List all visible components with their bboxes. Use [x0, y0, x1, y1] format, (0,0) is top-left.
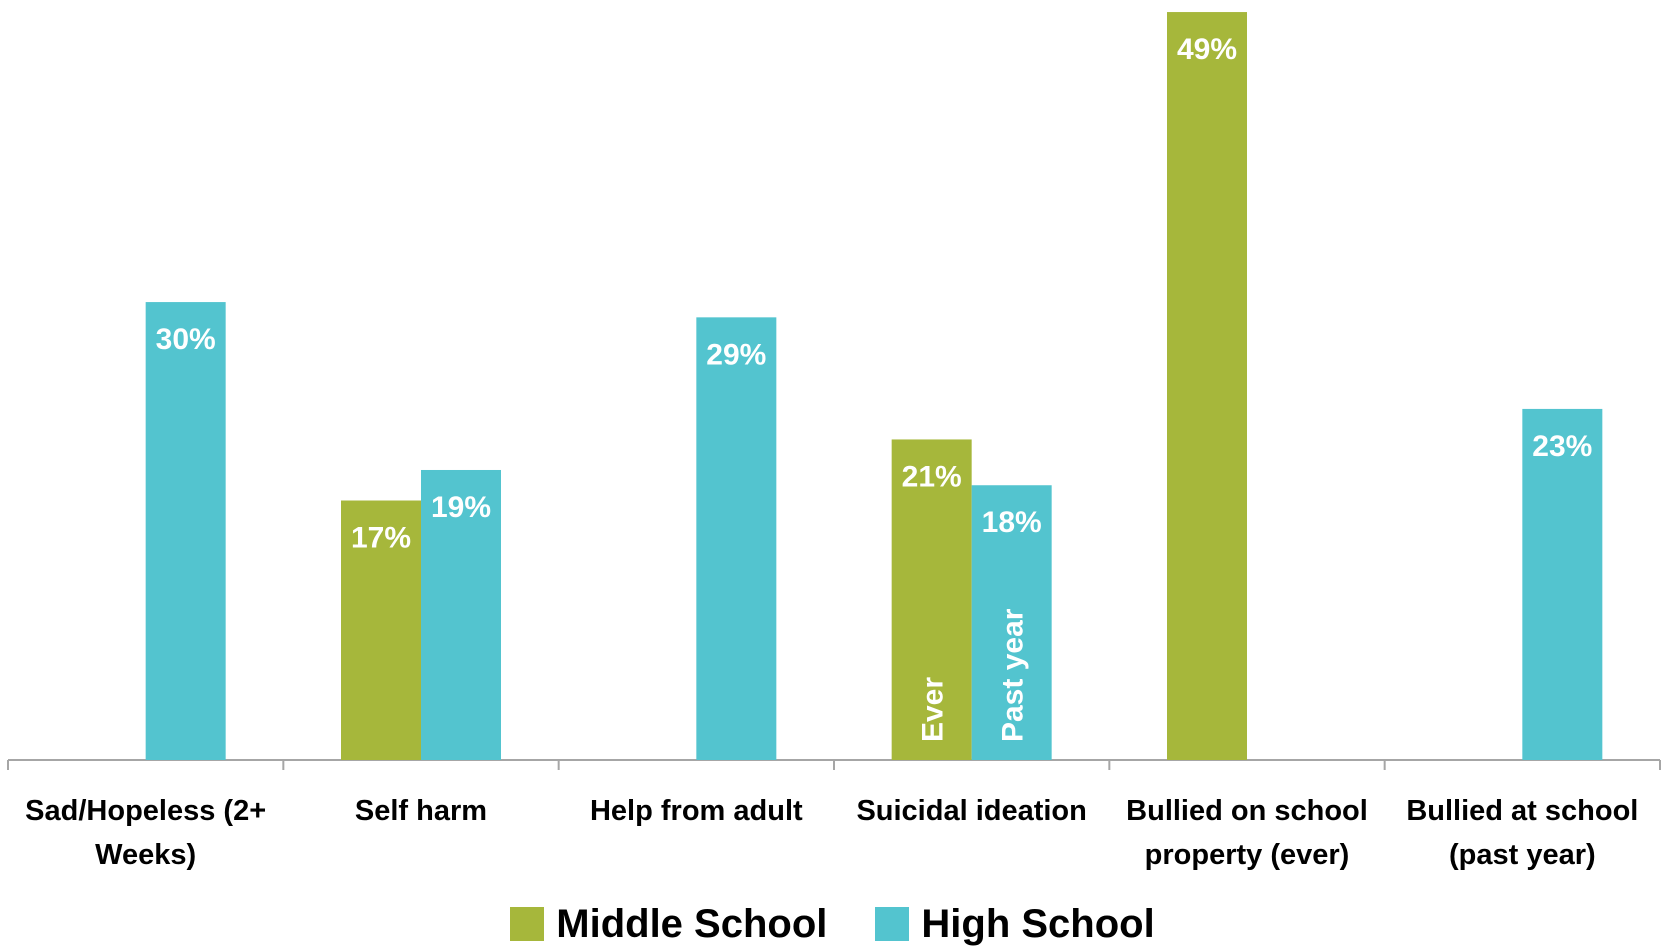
legend-swatch-high-school: [875, 907, 910, 941]
bar-middle-school[interactable]: [1167, 12, 1247, 760]
bar-high-school[interactable]: [1522, 408, 1603, 760]
bar-high-school[interactable]: [145, 302, 226, 760]
data-label: 19%: [431, 491, 491, 524]
category-label: Weeks): [95, 839, 196, 871]
category-label: Bullied at school: [1406, 795, 1638, 827]
bar-high-school[interactable]: [696, 317, 777, 760]
legend-swatch-middle-school: [510, 907, 545, 941]
data-label: 30%: [156, 323, 216, 356]
bar-annotation: Ever: [917, 677, 950, 742]
category-label: Sad/Hopeless (2+: [25, 795, 266, 827]
data-label: 21%: [902, 460, 962, 493]
category-label: Suicidal ideation: [856, 795, 1086, 827]
category-label: (past year): [1449, 839, 1596, 871]
bar-middle-school[interactable]: [341, 500, 421, 760]
category-label: Bullied on school: [1126, 795, 1368, 827]
bar-chart: 30% Sad/Hopeless (2+ Weeks) 17% 19% Self harm…: [7, 12, 1661, 871]
bar-annotation: Past year: [997, 608, 1030, 742]
data-label: 49%: [1177, 33, 1237, 66]
legend-label-middle-school: Middle School: [556, 901, 828, 946]
data-label: 17%: [351, 522, 411, 555]
category-label: Self harm: [355, 795, 487, 827]
legend-item-high-school[interactable]: High School: [875, 901, 1155, 947]
legend: Middle School High School: [0, 900, 1665, 948]
data-label: 29%: [706, 338, 766, 371]
bar-high-school[interactable]: [421, 469, 501, 760]
data-label: 23%: [1532, 430, 1592, 463]
category-label: Help from adult: [590, 795, 803, 827]
legend-label-high-school: High School: [921, 901, 1155, 946]
bar-high-school[interactable]: [971, 485, 1052, 760]
category-label: property (ever): [1145, 839, 1350, 871]
bar-middle-school[interactable]: [891, 439, 972, 760]
legend-item-middle-school[interactable]: Middle School: [510, 902, 827, 947]
data-label: 18%: [982, 506, 1042, 539]
